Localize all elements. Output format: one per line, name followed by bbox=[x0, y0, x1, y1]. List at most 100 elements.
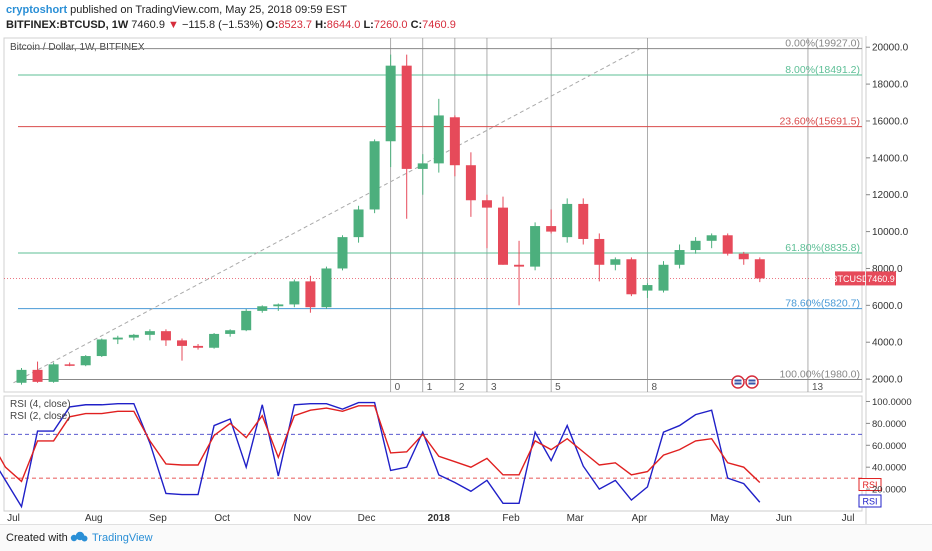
low-label: L: bbox=[363, 19, 374, 31]
candle-body[interactable] bbox=[738, 253, 749, 260]
rsi-series-line[interactable] bbox=[0, 401, 761, 509]
rsi-pane-frame bbox=[3, 395, 863, 512]
time-axis-label: Jun bbox=[776, 513, 792, 524]
candle-body[interactable] bbox=[321, 268, 332, 308]
author-link[interactable]: cryptoshort bbox=[6, 4, 68, 16]
publish-line: cryptoshort published on TradingView.com… bbox=[6, 4, 347, 16]
price-pane[interactable]: Bitcoin / Dollar, 1W, BITFINEX 0 1 2 3 5 8 13 0.… bbox=[3, 37, 863, 393]
rsi-axis-label: 40.0000 bbox=[872, 463, 906, 474]
chart-area[interactable]: Bitcoin / Dollar, 1W, BITFINEX 0 1 2 3 5 8 13 0.… bbox=[0, 36, 932, 524]
candle-body[interactable] bbox=[273, 304, 284, 307]
time-axis-label: Aug bbox=[85, 513, 103, 524]
candle-body[interactable] bbox=[754, 259, 765, 279]
candle-body[interactable] bbox=[481, 200, 492, 208]
candle-body[interactable] bbox=[449, 117, 460, 166]
candle-body[interactable] bbox=[498, 207, 508, 265]
candle-body[interactable] bbox=[562, 203, 573, 238]
candle-body[interactable] bbox=[64, 364, 75, 366]
tradingview-logo-icon bbox=[70, 531, 88, 542]
fib-time-zone-label: 2 bbox=[459, 382, 465, 393]
fib-time-zone-label: 1 bbox=[427, 382, 433, 393]
rsi-value-badge bbox=[858, 494, 882, 508]
tradingview-link[interactable]: TradingView bbox=[92, 532, 153, 544]
price-axis-label: 16000.0 bbox=[872, 116, 909, 127]
candle-body[interactable] bbox=[144, 331, 155, 335]
fib-time-zone-label: 3 bbox=[491, 382, 497, 393]
event-flag-icon[interactable] bbox=[745, 375, 759, 389]
last-price-badge bbox=[866, 271, 896, 286]
time-axis-label: Jul bbox=[7, 513, 20, 524]
candle-body[interactable] bbox=[48, 364, 59, 382]
candle-body[interactable] bbox=[546, 226, 557, 232]
candle-body[interactable] bbox=[241, 310, 252, 331]
fib-level-label: 8.00%(18491.2) bbox=[785, 64, 860, 76]
candle-body[interactable] bbox=[128, 334, 139, 338]
candle-body[interactable] bbox=[80, 356, 91, 366]
candle-body[interactable] bbox=[642, 285, 653, 291]
last-price: 7460.9 bbox=[131, 19, 165, 31]
candle-body[interactable] bbox=[209, 333, 220, 348]
candle-body[interactable] bbox=[96, 339, 107, 357]
time-axis-label: Mar bbox=[567, 513, 585, 524]
price-axis-label: 14000.0 bbox=[872, 153, 909, 164]
candle-body[interactable] bbox=[401, 65, 412, 169]
candle-body[interactable] bbox=[578, 203, 589, 239]
trend-line[interactable] bbox=[13, 48, 640, 384]
candle-body[interactable] bbox=[112, 337, 123, 340]
close-value: 7460.9 bbox=[422, 19, 456, 31]
publish-info: published on TradingView.com, May 25, 20… bbox=[67, 4, 347, 16]
fib-time-zone-label: 8 bbox=[651, 382, 657, 393]
rsi-axis-label: 20.0000 bbox=[872, 485, 906, 496]
candle-body[interactable] bbox=[690, 240, 701, 251]
candle-body[interactable] bbox=[160, 331, 171, 341]
candle-body[interactable] bbox=[337, 237, 348, 269]
fib-time-zone-label: 0 bbox=[395, 382, 401, 393]
candle-body[interactable] bbox=[385, 65, 396, 142]
candle-body[interactable] bbox=[514, 264, 525, 267]
price-pane-frame bbox=[3, 37, 863, 393]
candle-body[interactable] bbox=[289, 281, 300, 305]
candle-body[interactable] bbox=[530, 226, 541, 267]
symbol-badge-label: BTCUSD bbox=[831, 274, 869, 284]
candle-body[interactable] bbox=[225, 330, 236, 334]
candle-body[interactable] bbox=[433, 115, 444, 164]
time-axis-label: Feb bbox=[502, 513, 520, 524]
candle-body[interactable] bbox=[594, 238, 605, 265]
candle-body[interactable] bbox=[610, 259, 621, 265]
candle-body[interactable] bbox=[193, 345, 204, 348]
low-value: 7260.0 bbox=[373, 19, 408, 31]
candle-body[interactable] bbox=[177, 340, 187, 346]
candle-body[interactable] bbox=[305, 281, 316, 308]
candle-body[interactable] bbox=[16, 369, 27, 383]
last-price-badge-value: 7460.9 bbox=[867, 274, 895, 284]
time-axis-label: Dec bbox=[358, 513, 376, 524]
rsi-pane[interactable]: RSI (4, close)RSI (2, close) bbox=[0, 395, 863, 512]
time-axis-label: Sep bbox=[149, 513, 167, 524]
candle-body[interactable] bbox=[722, 235, 733, 254]
time-axis-label: Nov bbox=[293, 513, 311, 524]
candle-body[interactable] bbox=[32, 369, 43, 382]
candle-body[interactable] bbox=[369, 141, 380, 210]
candle-body[interactable] bbox=[706, 235, 717, 241]
price-axis-label: 2000.0 bbox=[872, 375, 903, 386]
chart-header: cryptoshort published on TradingView.com… bbox=[0, 0, 932, 36]
candle-body[interactable] bbox=[465, 165, 476, 201]
time-axis-label: May bbox=[710, 513, 729, 524]
rsi-value-badge-label: RSI bbox=[862, 497, 877, 507]
event-flag-icon[interactable] bbox=[731, 375, 745, 389]
time-axis-label: Apr bbox=[632, 513, 648, 524]
rsi-value-badge-label: RSI bbox=[862, 480, 877, 490]
rsi-series-line[interactable] bbox=[0, 405, 761, 484]
fib-level-label: 78.60%(5820.7) bbox=[785, 298, 860, 310]
candle-body[interactable] bbox=[626, 259, 637, 295]
price-axis-label: 4000.0 bbox=[872, 338, 903, 349]
candle-body[interactable] bbox=[674, 250, 685, 265]
high-value: 8644.0 bbox=[326, 19, 361, 31]
price-axis-label: 18000.0 bbox=[872, 80, 909, 91]
ohlc-line: BITFINEX:BTCUSD, 1W 7460.9 ▼ −115.8 (−1.… bbox=[6, 19, 456, 31]
candle-body[interactable] bbox=[658, 264, 669, 291]
footer: Created with TradingView bbox=[0, 524, 932, 551]
candle-body[interactable] bbox=[353, 209, 364, 238]
candle-body[interactable] bbox=[257, 306, 268, 311]
candle-body[interactable] bbox=[417, 163, 428, 169]
